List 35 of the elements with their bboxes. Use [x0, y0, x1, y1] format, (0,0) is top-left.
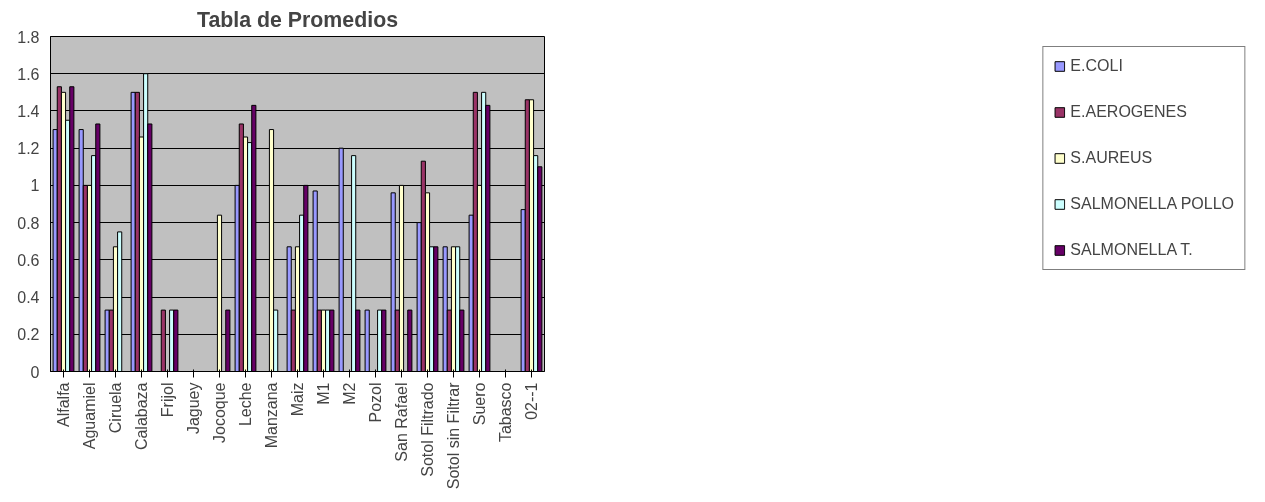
x-tick-label: Aguamiel [81, 382, 98, 450]
x-tick-label: Leche [237, 382, 254, 427]
legend-label: S.AUREUS [1070, 149, 1153, 167]
x-tick-label: San Rafael [393, 382, 410, 462]
legend-label: SALMONELLA T. [1070, 241, 1193, 259]
x-tick-label: Calabaza [133, 382, 150, 451]
x-tick-label: Alfalfa [55, 382, 72, 427]
y-tick-label: 0.2 [17, 326, 40, 344]
y-tick-label: 1.6 [17, 65, 40, 83]
x-tick-label: Manzana [263, 382, 280, 449]
y-tick-label: 0 [30, 363, 40, 381]
chart-title: Tabla de Promedios [196, 7, 399, 32]
x-tick-label: M2 [341, 382, 358, 405]
x-tick-label: Sotol Filtrado [419, 382, 436, 477]
y-tick-label: 0.4 [17, 289, 40, 307]
x-tick-label: Jocoque [211, 382, 228, 443]
legend-label: E.AEROGENES [1070, 103, 1187, 121]
y-tick-label: 1.2 [17, 140, 40, 158]
x-tick-label: Maiz [289, 382, 306, 417]
x-tick-label: Jaguey [185, 382, 202, 435]
y-tick-label: 0.6 [17, 251, 40, 269]
x-tick-label: 02--1 [523, 382, 540, 420]
y-tick-label: 1 [30, 177, 40, 195]
x-tick-label: Ciruela [107, 382, 124, 434]
x-tick-label: Tabasco [497, 382, 514, 443]
y-tick-label: 1.8 [17, 28, 40, 46]
y-tick-label: 1.4 [17, 102, 40, 120]
y-tick-label: 0.8 [17, 214, 40, 232]
x-tick-label: Sotol sin Filtrar [445, 381, 462, 490]
x-tick-label: Frijol [159, 382, 176, 418]
x-tick-label: Suero [471, 382, 488, 426]
legend-label: E.COLI [1070, 57, 1123, 75]
x-tick-label: M1 [315, 382, 332, 405]
legend-label: SALMONELLA POLLO [1070, 195, 1234, 213]
x-tick-label: Pozol [367, 382, 384, 423]
